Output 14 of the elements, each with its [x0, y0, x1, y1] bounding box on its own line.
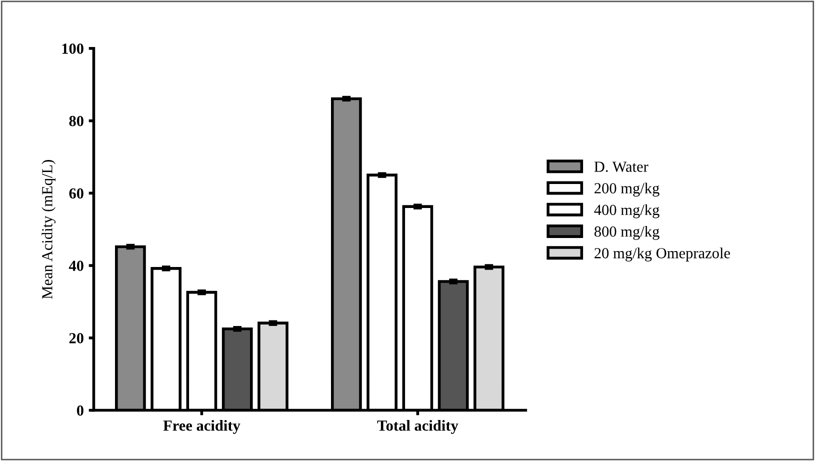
- y-tick-label: 60: [69, 188, 84, 199]
- y-tick-label: 20: [69, 333, 84, 344]
- x-tick-label: Free acidity: [163, 420, 240, 434]
- y-axis-title: Mean Acidity (mEq/L): [42, 160, 56, 299]
- legend-label: D. Water: [594, 162, 648, 172]
- legend-label: 800 mg/kg: [594, 226, 660, 240]
- legend-label: 400 mg/kg: [594, 204, 660, 218]
- y-tick-label: 40: [68, 260, 84, 271]
- x-tick-label: Total acidity: [377, 420, 458, 434]
- y-tick-label: 80: [69, 116, 84, 126]
- y-tick-label: 100: [62, 44, 84, 54]
- legend-label: 200 mg/kg: [594, 182, 660, 197]
- legend-label: 20 mg/kg Omeprazole: [594, 248, 730, 262]
- y-tick-label: 0: [76, 405, 84, 416]
